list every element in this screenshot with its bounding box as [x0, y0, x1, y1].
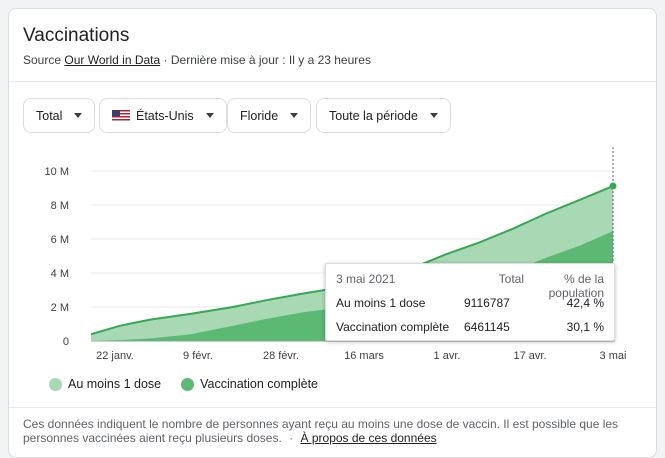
footer-separator: · — [289, 431, 294, 445]
vaccinations-card: Vaccinations Source Our World in Data · … — [8, 8, 657, 458]
legend-swatch-dose1 — [49, 377, 62, 391]
source-link[interactable]: Our World in Data — [64, 53, 161, 67]
country-dropdown[interactable]: États-Unis — [99, 98, 227, 133]
country-label: États-Unis — [136, 108, 194, 123]
y-tick-label: 4 M — [51, 268, 69, 280]
tooltip-row: Vaccination complète 6461145 30,1 % — [336, 320, 604, 334]
footer-text: Ces données indiquent le nombre de perso… — [23, 417, 619, 445]
chevron-down-icon — [290, 113, 299, 118]
legend-label-complete: Vaccination complète — [200, 377, 318, 391]
source-prefix: Source — [23, 53, 62, 67]
x-tick-label: 1 avr. — [434, 350, 461, 362]
chart-tooltip: 3 mai 2021 Total % de la population Au m… — [325, 263, 615, 341]
divider — [9, 407, 656, 408]
y-tick-label: 8 M — [51, 200, 69, 212]
last-updated: · Dernière mise à jour : Il y a 23 heure… — [163, 53, 371, 67]
footer-note: Ces données indiquent le nombre de perso… — [23, 417, 653, 445]
period-dropdown[interactable]: Toute la période — [316, 98, 451, 133]
about-data-link[interactable]: À propos de ces données — [300, 431, 437, 445]
region-label: Floride — [240, 108, 279, 123]
period-label: Toute la période — [329, 108, 418, 123]
chevron-down-icon — [205, 113, 214, 118]
tooltip-col-total: Total — [498, 272, 524, 286]
tooltip-row-pct: 30,1 % — [566, 320, 604, 334]
tooltip-date: 3 mai 2021 — [336, 272, 396, 286]
tooltip-col-pct: % de la population — [548, 272, 604, 300]
chevron-down-icon — [74, 113, 83, 118]
us-flag-icon — [112, 109, 130, 122]
hover-point — [609, 182, 617, 190]
x-tick-label: 22 janv. — [96, 350, 134, 362]
tooltip-row-total: 6461145 — [464, 320, 510, 334]
x-tick-label: 28 févr. — [263, 350, 299, 362]
chart-legend: Au moins 1 dose Vaccination complète — [49, 377, 318, 391]
x-tick-label: 17 avr. — [513, 350, 546, 362]
region-dropdown[interactable]: Floride — [227, 98, 312, 133]
y-tick-label: 0 — [63, 336, 69, 348]
legend-label-dose1: Au moins 1 dose — [68, 377, 162, 391]
tooltip-row-pct: 42,4 % — [566, 296, 604, 310]
x-tick-label: 3 mai — [600, 350, 627, 362]
metric-label: Total — [36, 108, 63, 123]
y-tick-label: 6 M — [51, 234, 69, 246]
legend-swatch-complete — [181, 377, 195, 391]
tooltip-row-name: Au moins 1 dose — [336, 296, 426, 310]
chevron-down-icon — [429, 113, 438, 118]
card-title: Vaccinations — [23, 25, 130, 46]
y-tick-label: 2 M — [51, 302, 69, 314]
source-line: Source Our World in Data · Dernière mise… — [23, 53, 371, 67]
tooltip-row-total: 9116787 — [464, 296, 510, 310]
divider — [9, 81, 656, 82]
x-tick-label: 9 févr. — [183, 350, 213, 362]
tooltip-header: 3 mai 2021 Total % de la population — [336, 272, 604, 300]
y-tick-label: 10 M — [45, 166, 69, 178]
tooltip-row-name: Vaccination complète — [336, 320, 450, 334]
metric-dropdown[interactable]: Total — [23, 98, 96, 133]
x-tick-label: 16 mars — [344, 350, 384, 362]
tooltip-row: Au moins 1 dose 9116787 42,4 % — [336, 296, 604, 310]
